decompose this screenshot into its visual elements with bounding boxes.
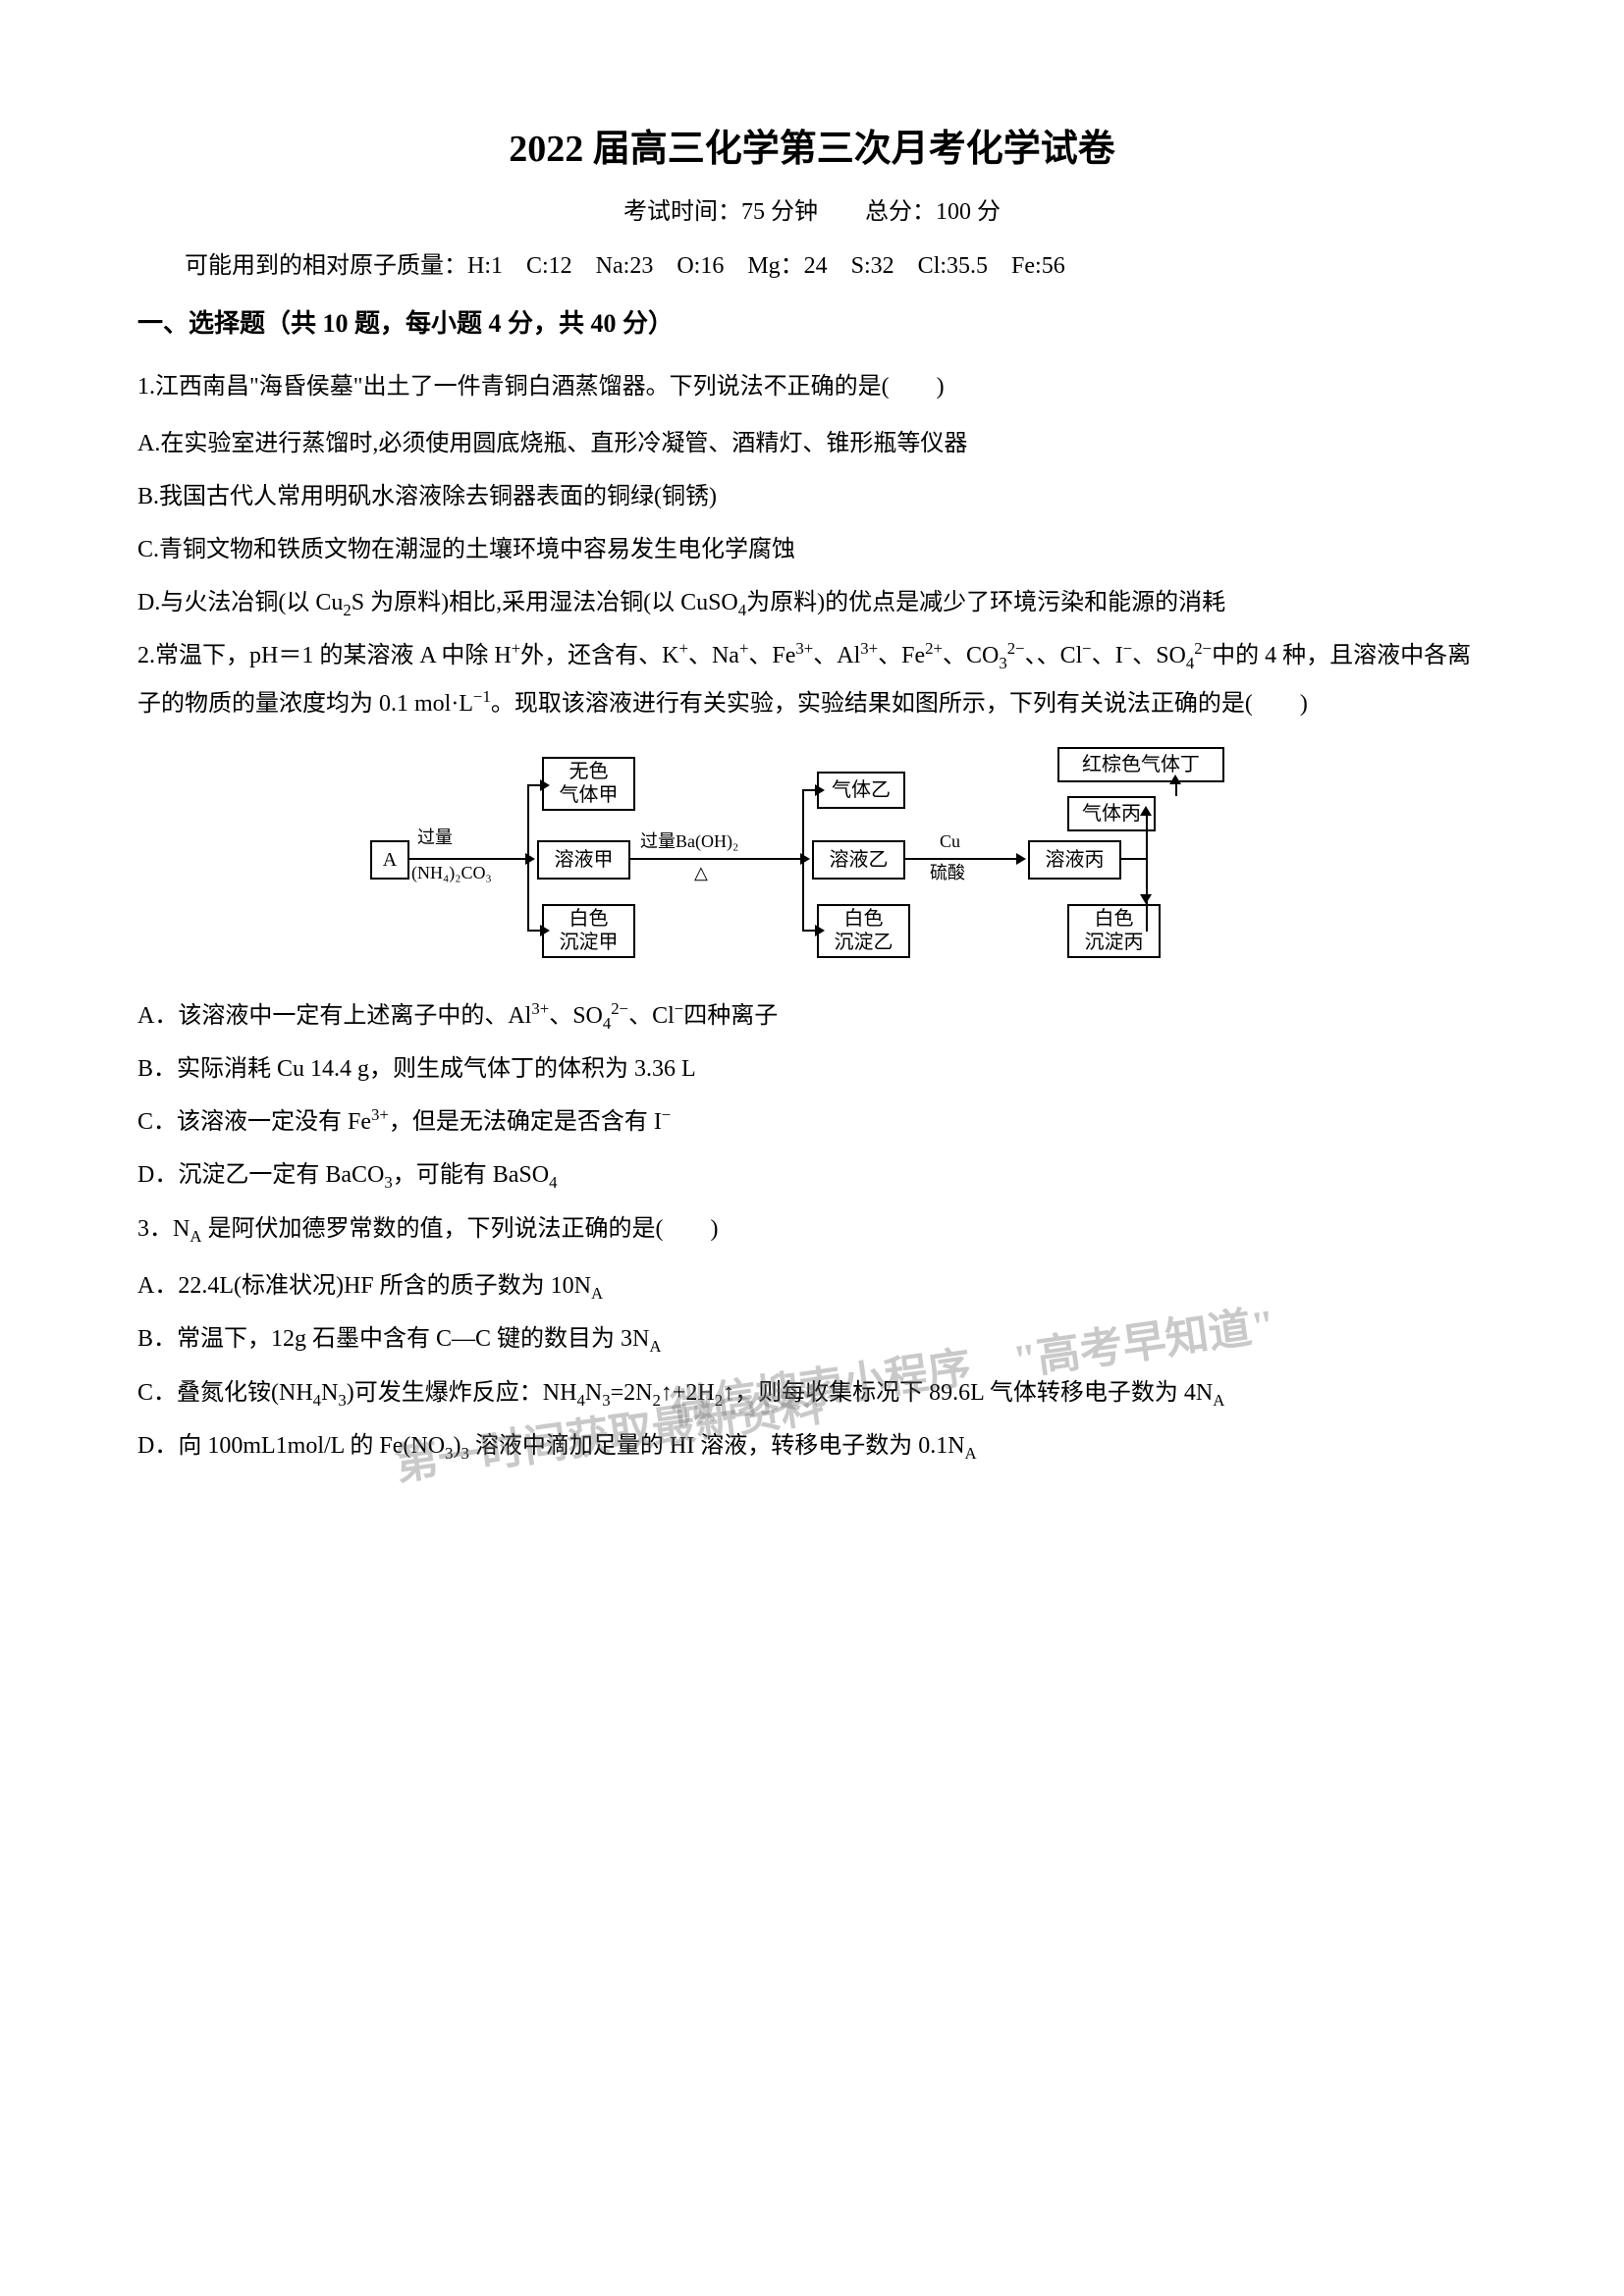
atomic-mass-ref: 可能用到的相对原子质量：H:1 C:12 Na:23 O:16 Mg：24 S:…	[137, 245, 1487, 280]
diagram-label-delta: △	[694, 863, 708, 884]
diagram-label-h2so4: 硫酸	[930, 863, 965, 884]
q3-stem: 3．NA 是阿伏加德罗常数的值，下列说法正确的是( )	[137, 1205, 1487, 1253]
diagram-box-solution-jia: 溶液甲	[537, 840, 630, 880]
q1-option-d: D.与火法冶铜(以 Cu2S 为原料)相比,采用湿法冶铜(以 CuSO4为原料)…	[137, 579, 1487, 626]
diagram-box-a: A	[370, 840, 409, 880]
q1-option-a: A.在实验室进行蒸馏时,必须使用圆底烧瓶、直形冷凝管、酒精灯、锥形瓶等仪器	[137, 420, 1487, 467]
diagram-box-precip-jia: 白色 沉淀甲	[542, 904, 635, 958]
diagram-label-nh4co3: (NH₄)₂CO₃	[411, 863, 492, 884]
q2-stem: 2.常温下，pH＝1 的某溶液 A 中除 H+外，还含有、K+、Na+、Fe3+…	[137, 632, 1487, 726]
diagram-label-guoliang: 过量	[417, 828, 453, 849]
section-1-header: 一、选择题（共 10 题，每小题 4 分，共 40 分）	[137, 303, 1487, 340]
exam-subtitle: 考试时间：75 分钟 总分：100 分	[137, 191, 1487, 226]
q3-option-a: A．22.4L(标准状况)HF 所含的质子数为 10NA	[137, 1262, 1487, 1309]
diagram-label-cu: Cu	[940, 831, 960, 853]
diagram-box-gas-jia: 无色 气体甲	[542, 757, 635, 811]
q2-option-c: C．该溶液一定没有 Fe3+，但是无法确定是否含有 I−	[137, 1098, 1487, 1146]
q3-option-d: D．向 100mL1mol/L 的 Fe(NO3)3 溶液中滴加足量的 HI 溶…	[137, 1422, 1487, 1469]
q2-option-b: B．实际消耗 Cu 14.4 g，则生成气体丁的体积为 3.36 L	[137, 1045, 1487, 1093]
q3-option-c: C．叠氮化铵(NH4N3)可发生爆炸反应：NH4N3=2N2↑+2H2↑，则每收…	[137, 1369, 1487, 1416]
diagram-box-precip-yi: 白色 沉淀乙	[817, 904, 910, 958]
diagram-label-baoh2: 过量Ba(OH)₂	[640, 831, 738, 853]
q1-stem: 1.江西南昌"海昏侯墓"出土了一件青铜白酒蒸馏器。下列说法不正确的是( )	[137, 363, 1487, 410]
diagram-box-solution-yi: 溶液乙	[812, 840, 905, 880]
exam-title: 2022 届高三化学第三次月考化学试卷	[137, 118, 1487, 172]
q2-option-a: A．该溶液中一定有上述离子中的、Al3+、SO42−、Cl−四种离子	[137, 992, 1487, 1040]
diagram-box-solution-bing: 溶液丙	[1028, 840, 1121, 880]
diagram-box-gas-yi: 气体乙	[817, 772, 905, 809]
diagram-box-gas-ding: 红棕色气体丁	[1057, 747, 1224, 782]
q1-option-b: B.我国古代人常用明矾水溶液除去铜器表面的铜绿(铜锈)	[137, 473, 1487, 520]
q2-diagram: 微信搜索小程序 "高考早知道" 第一时间获取最新资料 A 过量 (NH₄)₂CO…	[137, 747, 1487, 963]
q2-option-d: D．沉淀乙一定有 BaCO3，可能有 BaSO4	[137, 1151, 1487, 1199]
q3-option-b: B．常温下，12g 石墨中含有 C—C 键的数目为 3NA	[137, 1315, 1487, 1362]
q1-option-c: C.青铜文物和铁质文物在潮湿的土壤环境中容易发生电化学腐蚀	[137, 526, 1487, 573]
